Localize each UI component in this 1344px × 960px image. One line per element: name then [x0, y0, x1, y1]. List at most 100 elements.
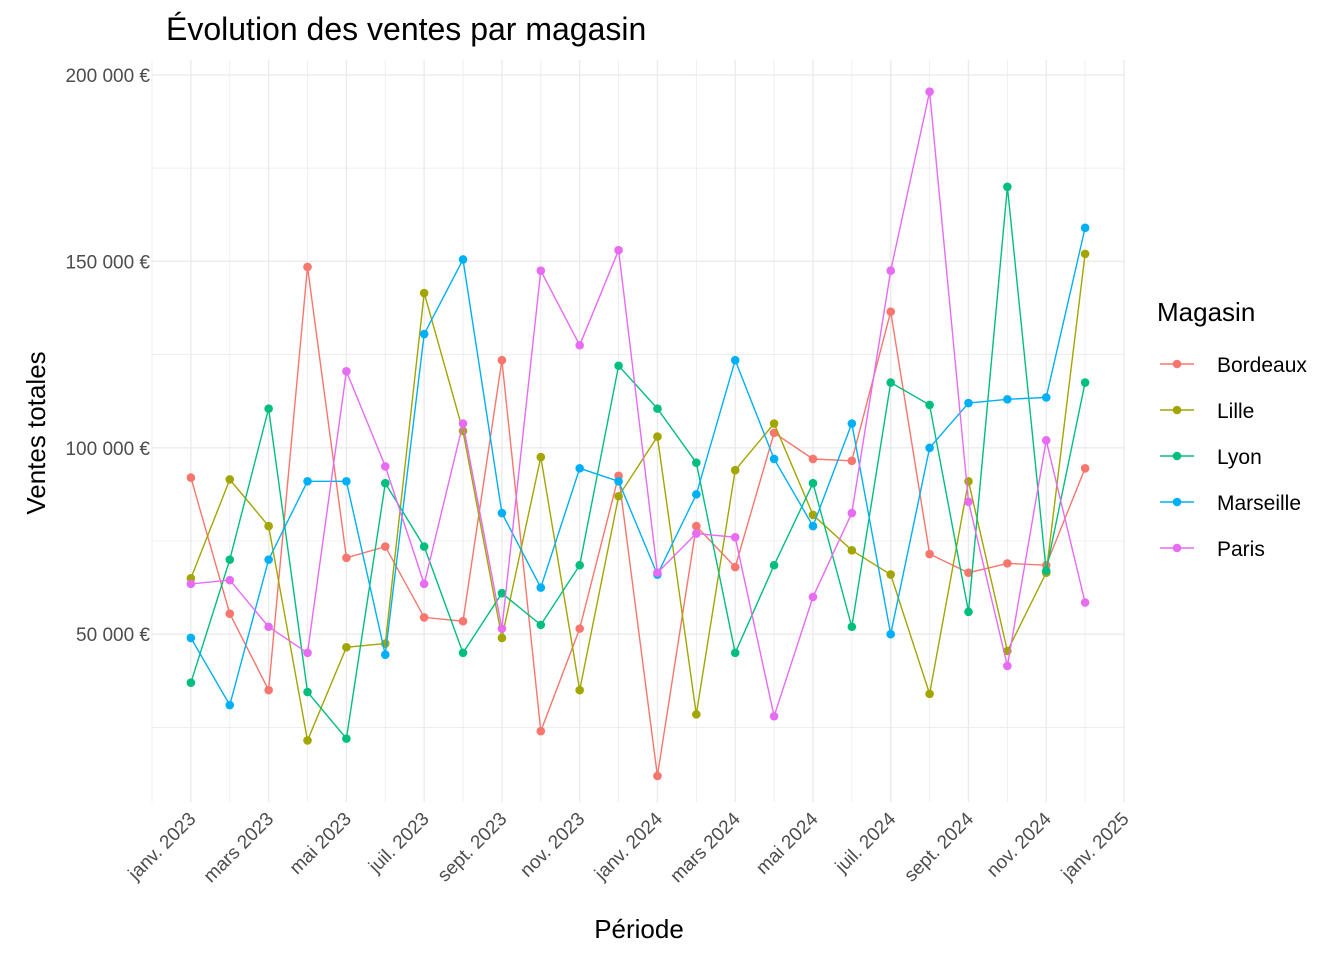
data-point — [692, 458, 701, 467]
data-point — [614, 491, 623, 501]
data-point — [536, 726, 546, 736]
data-point — [653, 404, 662, 413]
legend-items: Bordeaux Lille Lyon Marseille Paris — [1160, 354, 1307, 561]
x-tick-label: janv. 2024 — [590, 808, 667, 885]
data-point — [886, 570, 896, 579]
data-point — [497, 355, 507, 365]
legend-point-key — [1172, 405, 1182, 415]
data-point — [692, 710, 701, 719]
data-point — [264, 622, 273, 632]
legend-label: Lille — [1217, 400, 1254, 423]
data-point — [264, 685, 273, 695]
series-lyon — [186, 182, 1090, 743]
data-point — [847, 419, 857, 428]
data-point — [1041, 436, 1051, 445]
data-point — [497, 588, 507, 598]
series-lille — [186, 249, 1090, 745]
data-point — [808, 454, 818, 464]
data-point — [808, 521, 818, 531]
data-point — [614, 361, 623, 371]
data-point — [1080, 463, 1090, 473]
legend-item-lyon: Lyon — [1160, 446, 1262, 469]
data-point — [964, 607, 973, 617]
data-point — [225, 609, 235, 619]
data-point — [1080, 249, 1090, 259]
y-tick-label: 200 000 € — [65, 66, 150, 87]
data-point — [847, 546, 857, 555]
y-tick-label: 100 000 € — [65, 439, 150, 460]
data-point — [808, 592, 818, 602]
data-point — [536, 583, 546, 592]
data-point — [419, 542, 429, 551]
x-tick-label: mai 2023 — [286, 809, 356, 879]
y-tick-label: 150 000 € — [65, 252, 150, 273]
data-point — [730, 532, 740, 542]
data-point — [536, 452, 546, 462]
x-tick-label: mai 2024 — [752, 808, 822, 878]
legend-label: Marseille — [1217, 492, 1301, 515]
data-point — [264, 555, 273, 564]
data-point — [614, 245, 623, 255]
series-paris — [186, 87, 1090, 721]
series-lines — [186, 87, 1090, 781]
data-point — [186, 678, 196, 687]
series-bordeaux — [186, 262, 1090, 781]
data-point — [1080, 378, 1090, 387]
data-point — [264, 521, 273, 531]
data-point — [964, 497, 973, 507]
data-point — [925, 549, 934, 559]
data-point — [303, 477, 312, 486]
data-point — [575, 463, 584, 473]
data-point — [769, 560, 779, 570]
legend-point-key — [1172, 359, 1182, 369]
data-point — [497, 633, 507, 643]
data-point — [692, 490, 701, 499]
data-point — [497, 508, 507, 518]
x-axis-ticks: janv. 2023 mars 2023 mai 2023 juil. 2023 sep… — [124, 808, 1134, 887]
data-point — [847, 456, 857, 466]
x-tick-label: janv. 2023 — [124, 809, 201, 886]
data-point — [380, 650, 390, 660]
legend: Magasin Bordeaux Lille Lyon Marseille Paris — [1157, 297, 1307, 561]
legend-label: Lyon — [1217, 446, 1262, 469]
data-point — [497, 624, 507, 633]
data-point — [225, 475, 235, 484]
data-point — [536, 266, 546, 275]
data-point — [769, 428, 779, 438]
data-point — [925, 443, 934, 453]
x-tick-label: juil. 2023 — [364, 809, 433, 878]
data-point — [769, 454, 779, 464]
data-point — [419, 579, 429, 589]
data-point — [653, 771, 662, 781]
x-tick-label: nov. 2023 — [516, 809, 589, 882]
data-point — [847, 622, 857, 632]
x-tick-label: sept. 2023 — [434, 809, 512, 887]
data-point — [925, 87, 934, 96]
data-point — [303, 687, 312, 697]
data-point — [342, 553, 351, 563]
data-point — [730, 465, 740, 475]
x-tick-label: nov. 2024 — [983, 808, 1056, 881]
data-point — [1041, 566, 1051, 576]
data-point — [964, 398, 973, 408]
data-point — [342, 367, 351, 376]
data-point — [1003, 661, 1012, 671]
data-point — [575, 560, 584, 570]
data-point — [1003, 182, 1012, 192]
data-point — [458, 648, 468, 658]
data-point — [303, 736, 312, 745]
data-point — [575, 624, 584, 633]
series-line — [190, 266, 1086, 777]
data-point — [730, 648, 740, 658]
data-point — [847, 508, 857, 518]
series-line — [190, 253, 1086, 743]
data-point — [1003, 395, 1012, 404]
data-point — [225, 575, 235, 585]
data-point — [925, 400, 934, 410]
data-point — [614, 477, 623, 486]
legend-label: Bordeaux — [1217, 354, 1307, 377]
legend-item-paris: Paris — [1160, 538, 1265, 561]
data-point — [1041, 393, 1051, 402]
data-point — [380, 478, 390, 488]
